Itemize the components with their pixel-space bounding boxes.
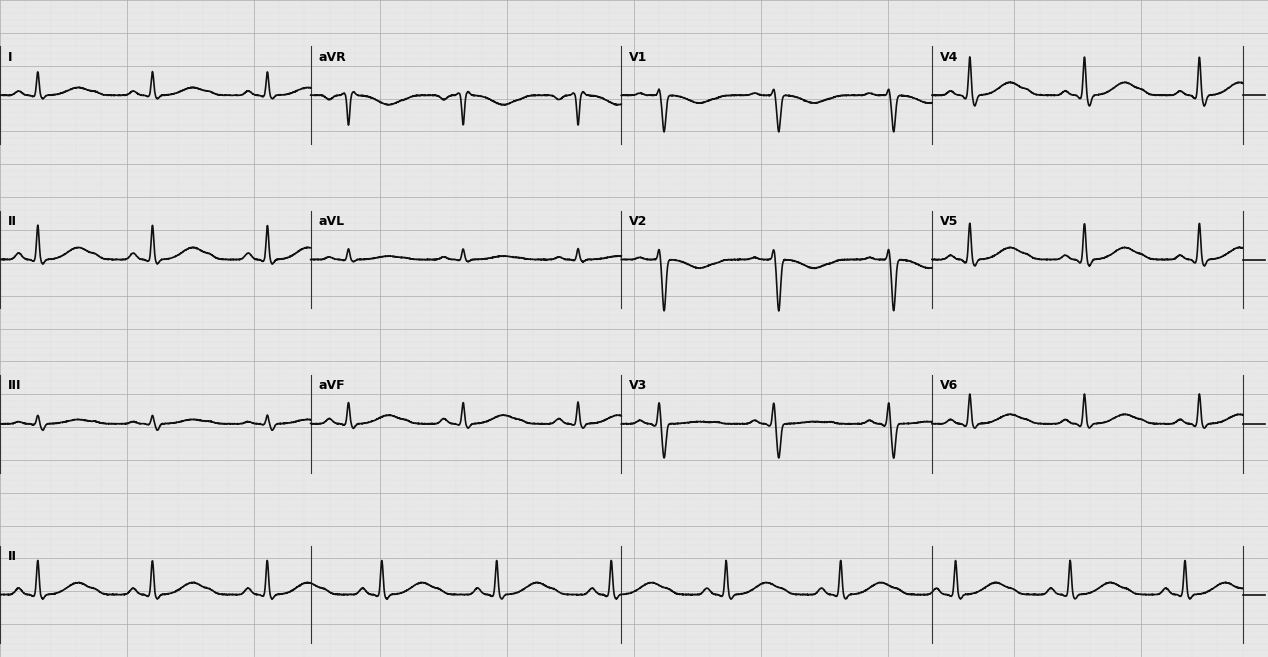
Text: aVF: aVF: [318, 379, 345, 392]
Text: I: I: [8, 51, 13, 64]
Text: V5: V5: [940, 215, 957, 228]
Text: V6: V6: [940, 379, 957, 392]
Text: V4: V4: [940, 51, 957, 64]
Text: V2: V2: [629, 215, 647, 228]
Text: aVR: aVR: [318, 51, 346, 64]
Text: III: III: [8, 379, 22, 392]
Text: V3: V3: [629, 379, 647, 392]
Text: aVL: aVL: [318, 215, 345, 228]
Text: II: II: [8, 550, 16, 563]
Text: II: II: [8, 215, 16, 228]
Text: V1: V1: [629, 51, 647, 64]
